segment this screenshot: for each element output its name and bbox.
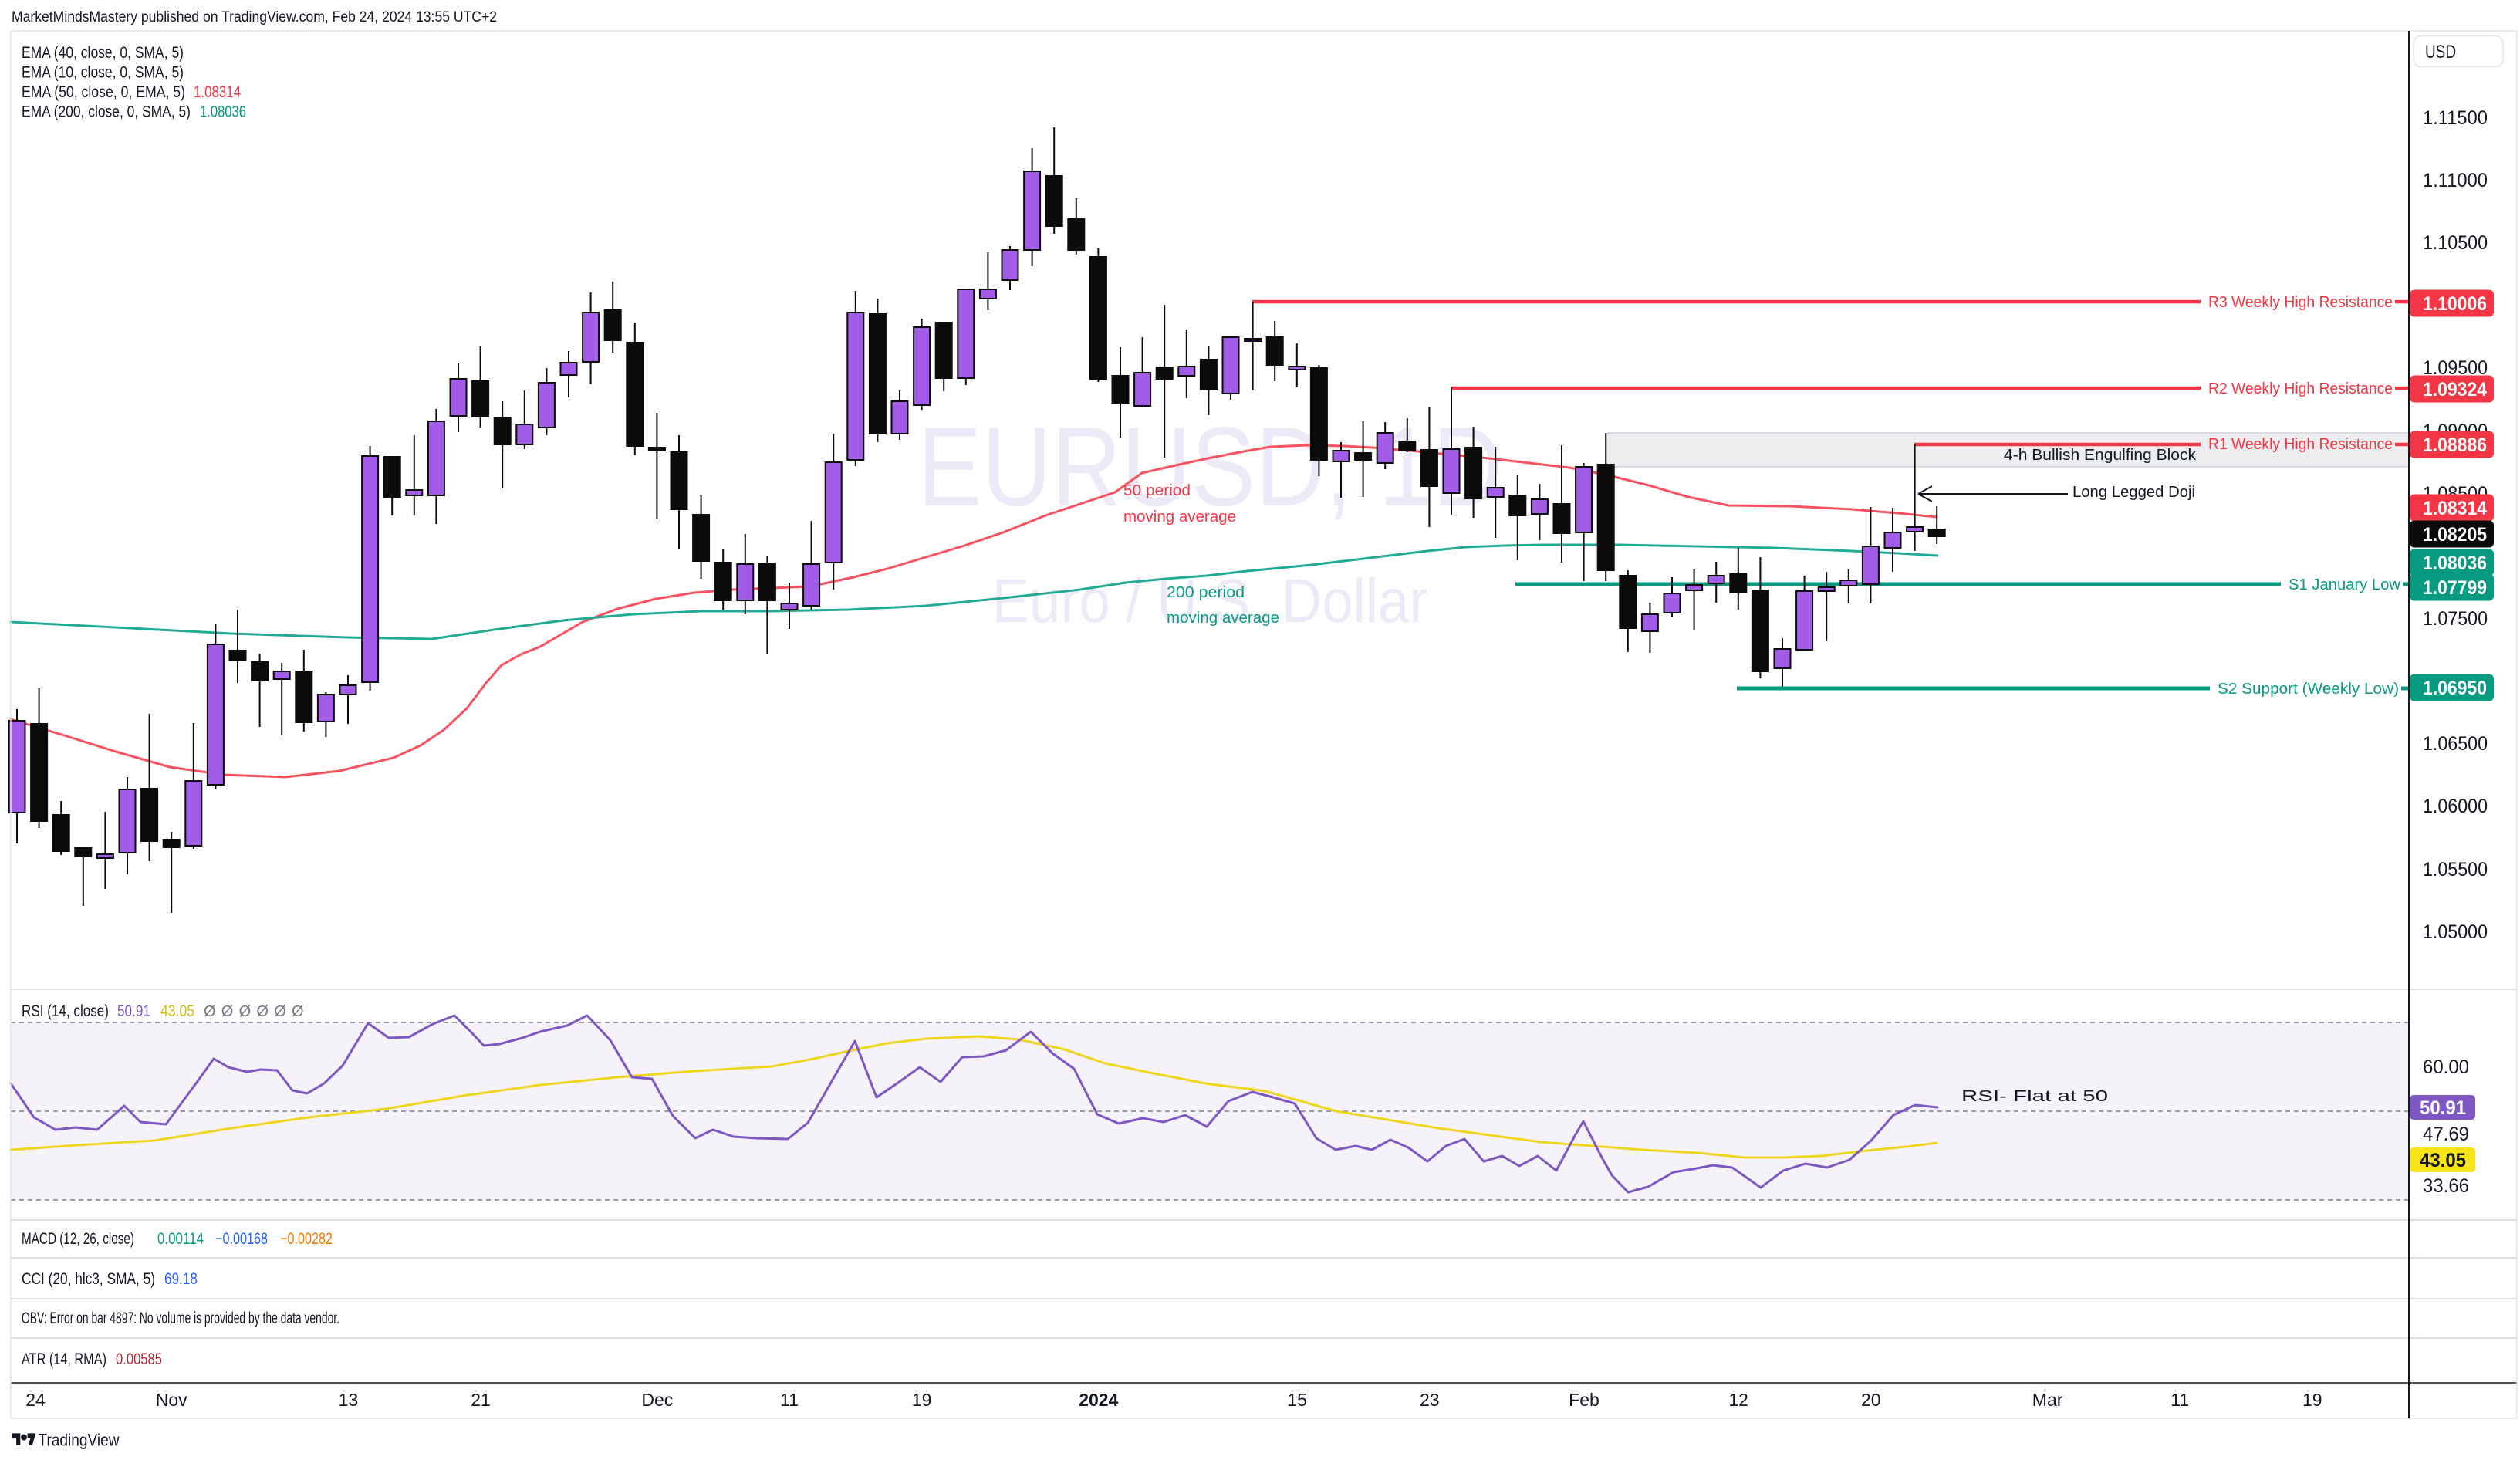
svg-text:11: 11 [780,1390,799,1410]
svg-text:13: 13 [339,1390,359,1410]
svg-text:1.11000: 1.11000 [2423,170,2488,191]
svg-text:1.11500: 1.11500 [2423,107,2488,129]
svg-text:1.06000: 1.06000 [2423,796,2488,817]
svg-text:50.91: 50.91 [117,1002,150,1020]
svg-text:moving average: moving average [1123,509,1236,526]
svg-text:43.05: 43.05 [2420,1150,2466,1171]
svg-text:15: 15 [1287,1390,1307,1410]
svg-text:−0.00282: −0.00282 [280,1230,333,1248]
svg-text:1.05000: 1.05000 [2423,921,2488,943]
svg-text:R1 Weekly High Resistance: R1 Weekly High Resistance [2208,436,2393,453]
svg-text:23: 23 [1420,1390,1440,1410]
svg-text:Euro / U.S. Dollar: Euro / U.S. Dollar [992,566,1428,635]
svg-text:24: 24 [25,1390,46,1410]
svg-text:MACD (12, 26, close): MACD (12, 26, close) [22,1230,134,1248]
svg-text:43.05: 43.05 [160,1002,194,1020]
svg-text:11: 11 [2170,1390,2189,1410]
svg-text:1.08205: 1.08205 [2423,524,2487,546]
svg-text:1.08036: 1.08036 [200,103,246,121]
svg-text:OBV: Error on bar 4897: No vol: OBV: Error on bar 4897: No volume is pro… [22,1310,339,1327]
svg-text:1.08314: 1.08314 [194,83,241,101]
svg-text:S1 January Low: S1 January Low [2289,576,2401,593]
svg-text:Nov: Nov [156,1390,187,1410]
svg-text:MarketMindsMastery published o: MarketMindsMastery published on TradingV… [12,9,497,25]
svg-text:20: 20 [1861,1390,1881,1410]
svg-text:1.07799: 1.07799 [2423,577,2487,599]
svg-text:RSI (14, close): RSI (14, close) [22,1002,109,1020]
svg-text:21: 21 [471,1390,491,1410]
svg-text:1.08036: 1.08036 [2423,553,2487,574]
svg-text:1.08886: 1.08886 [2423,434,2487,456]
svg-text:1.08314: 1.08314 [2423,498,2487,519]
svg-text:50 period: 50 period [1123,482,1191,499]
svg-text:19: 19 [912,1390,932,1410]
svg-text:33.66: 33.66 [2423,1175,2469,1197]
svg-text:RSI- Flat at 50: RSI- Flat at 50 [1961,1088,2108,1105]
svg-text:TradingView: TradingView [39,1430,120,1449]
svg-text:ATR (14, RMA): ATR (14, RMA) [22,1350,106,1368]
svg-text:EMA (50, close, 0, EMA, 5): EMA (50, close, 0, EMA, 5) [22,83,185,101]
svg-text:1.06950: 1.06950 [2423,678,2487,699]
svg-text:Dec: Dec [641,1390,673,1410]
svg-text:1.09500: 1.09500 [2423,357,2488,379]
svg-text:CCI (20, hlc3, SMA, 5): CCI (20, hlc3, SMA, 5) [22,1270,155,1288]
svg-text:EURUSD, 1D: EURUSD, 1D [917,404,1502,529]
svg-text:1.05500: 1.05500 [2423,859,2488,880]
svg-text:0.00585: 0.00585 [116,1350,162,1368]
svg-text:0.00114: 0.00114 [157,1230,204,1248]
svg-text:50.91: 50.91 [2420,1097,2466,1119]
svg-text:EMA (200, close, 0, SMA, 5): EMA (200, close, 0, SMA, 5) [22,103,191,121]
svg-text:EMA (10, close, 0, SMA, 5): EMA (10, close, 0, SMA, 5) [22,64,184,82]
svg-text:12: 12 [1728,1390,1748,1410]
svg-text:2024: 2024 [1079,1390,1118,1410]
svg-text:200 period: 200 period [1167,584,1245,601]
svg-text:1.06500: 1.06500 [2423,733,2488,755]
svg-text:R2 Weekly High Resistance: R2 Weekly High Resistance [2208,380,2393,397]
svg-text:R3 Weekly High Resistance: R3 Weekly High Resistance [2208,294,2393,311]
svg-text:Mar: Mar [2032,1390,2063,1410]
svg-text:69.18: 69.18 [164,1270,198,1288]
svg-text:1.10500: 1.10500 [2423,232,2488,254]
svg-text:USD: USD [2425,42,2456,63]
svg-text:Long Legged Doji: Long Legged Doji [2072,484,2195,501]
svg-text:−0.00168: −0.00168 [215,1230,268,1248]
svg-text:Feb: Feb [1569,1390,1599,1410]
svg-text:EMA (40, close, 0, SMA, 5): EMA (40, close, 0, SMA, 5) [22,44,184,62]
svg-text:moving average: moving average [1167,610,1279,627]
svg-text:60.00: 60.00 [2423,1056,2469,1078]
svg-text:4-h Bullish Engulfing Block: 4-h Bullish Engulfing Block [2004,447,2197,464]
svg-text:1.10006: 1.10006 [2423,293,2487,315]
svg-text:1.07500: 1.07500 [2423,608,2488,630]
svg-text:47.69: 47.69 [2423,1124,2469,1145]
svg-text:1.09324: 1.09324 [2423,379,2487,400]
svg-text:S2 Support (Weekly Low): S2 Support (Weekly Low) [2218,681,2399,698]
svg-text:19: 19 [2302,1390,2322,1410]
